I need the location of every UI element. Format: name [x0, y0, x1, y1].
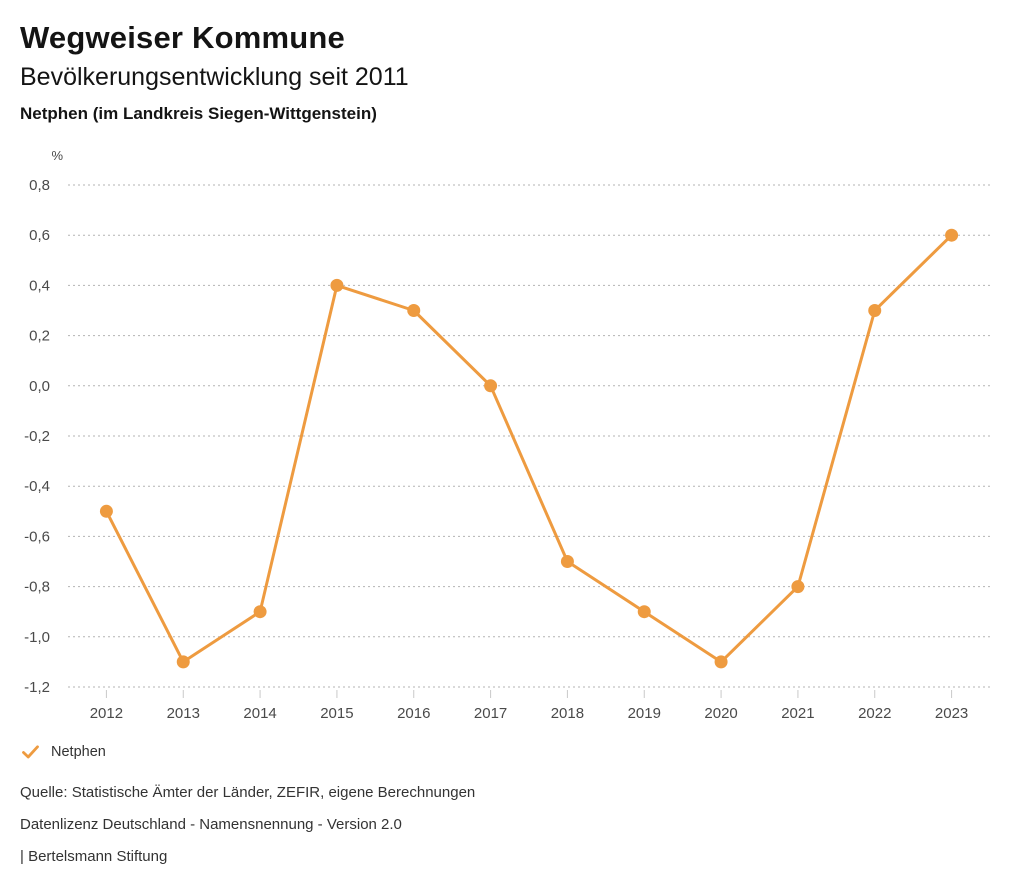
license-note: Datenlizenz Deutschland - Namensnennung … [20, 816, 402, 833]
footer: Quelle: Statistische Ämter der Länder, Z… [20, 784, 475, 880]
check-icon [22, 745, 39, 759]
y-tick-label: 0,6 [29, 227, 50, 244]
data-point[interactable] [407, 304, 421, 317]
y-tick-label: 0,0 [29, 378, 50, 395]
x-tick-label: 2015 [320, 705, 353, 722]
x-tick-label: 2016 [397, 705, 430, 722]
y-tick-label: -0,4 [24, 478, 50, 495]
data-point[interactable] [945, 228, 959, 242]
data-point[interactable] [560, 555, 574, 568]
data-point[interactable] [484, 379, 498, 393]
y-tick-label: -0,2 [24, 428, 50, 445]
chart-region-subtitle: Netphen (im Landkreis Siegen-Wittgenstei… [20, 104, 377, 123]
x-tick-label: 2020 [704, 705, 737, 722]
x-tick-label: 2022 [858, 705, 891, 722]
x-tick-label: 2014 [243, 705, 276, 722]
x-tick-label: 2023 [935, 705, 968, 722]
x-tick-label: 2012 [90, 705, 123, 722]
y-tick-label: -1,0 [24, 629, 50, 646]
legend-item-netphen[interactable]: Netphen [22, 744, 106, 760]
data-point[interactable] [99, 504, 113, 518]
legend-label: Netphen [51, 744, 106, 760]
y-tick-label: -0,6 [24, 528, 50, 545]
y-axis-unit-label: % [51, 148, 63, 163]
data-point[interactable] [253, 605, 267, 619]
x-tick-label: 2019 [628, 705, 661, 722]
x-tick-label: 2018 [551, 705, 584, 722]
y-tick-label: 0,2 [29, 328, 50, 345]
line-chart: %0,8 0,6 0,4 0,2 0,0 -0,2 -0,4 -0,6 -0,8 -1,0 -1,2… [24, 148, 990, 722]
y-tick-label: 0,4 [29, 277, 50, 294]
x-tick-label: 2017 [474, 705, 507, 722]
x-tick-label: 2013 [167, 705, 200, 722]
x-tick-label: 2021 [781, 705, 814, 722]
source-note: Quelle: Statistische Ämter der Länder, Z… [20, 784, 476, 801]
data-point[interactable] [714, 655, 728, 669]
data-point[interactable] [330, 278, 344, 292]
y-tick-label: -0,8 [24, 579, 50, 596]
data-point[interactable] [637, 605, 651, 619]
y-tick-label: -1,2 [24, 679, 50, 696]
attribution-note: | Bertelsmann Stiftung [20, 848, 168, 865]
data-point[interactable] [176, 655, 190, 669]
y-tick-label: 0,8 [29, 177, 50, 194]
page-title: Wegweiser Kommune [20, 20, 345, 55]
chart-title: Bevölkerungsentwicklung seit 2011 [20, 63, 409, 91]
data-point[interactable] [868, 304, 882, 317]
data-point[interactable] [791, 580, 805, 594]
series-line [104, 233, 954, 664]
